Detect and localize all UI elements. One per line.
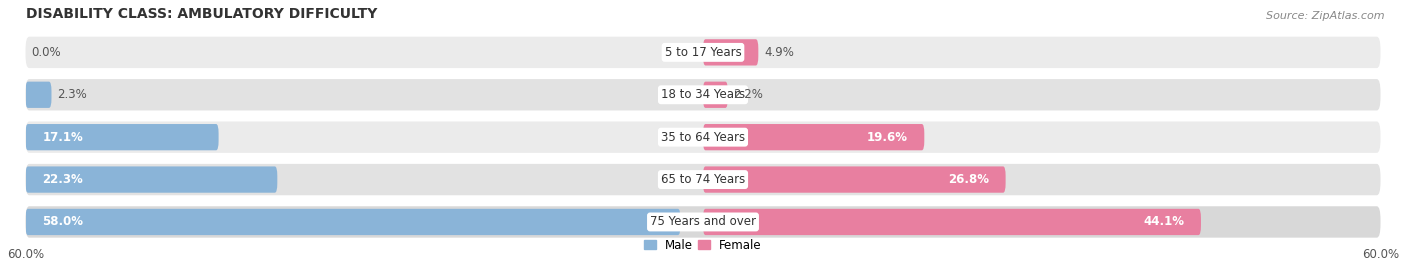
Text: 2.2%: 2.2%	[734, 88, 763, 101]
Text: 58.0%: 58.0%	[42, 215, 83, 228]
FancyBboxPatch shape	[25, 206, 1381, 238]
FancyBboxPatch shape	[25, 37, 1381, 68]
Text: Source: ZipAtlas.com: Source: ZipAtlas.com	[1267, 11, 1385, 21]
FancyBboxPatch shape	[703, 39, 758, 65]
FancyBboxPatch shape	[25, 124, 218, 150]
FancyBboxPatch shape	[25, 164, 1381, 195]
Text: 2.3%: 2.3%	[58, 88, 87, 101]
Text: 26.8%: 26.8%	[948, 173, 988, 186]
Text: 35 to 64 Years: 35 to 64 Years	[661, 131, 745, 144]
Text: 44.1%: 44.1%	[1143, 215, 1184, 228]
FancyBboxPatch shape	[703, 82, 728, 108]
Text: 22.3%: 22.3%	[42, 173, 83, 186]
Text: 17.1%: 17.1%	[42, 131, 83, 144]
Text: 75 Years and over: 75 Years and over	[650, 215, 756, 228]
FancyBboxPatch shape	[25, 79, 1381, 110]
Text: 65 to 74 Years: 65 to 74 Years	[661, 173, 745, 186]
FancyBboxPatch shape	[703, 124, 924, 150]
Text: 18 to 34 Years: 18 to 34 Years	[661, 88, 745, 101]
Legend: Male, Female: Male, Female	[640, 234, 766, 257]
Text: 0.0%: 0.0%	[31, 46, 60, 59]
FancyBboxPatch shape	[703, 209, 1201, 235]
Text: 19.6%: 19.6%	[866, 131, 907, 144]
FancyBboxPatch shape	[25, 209, 681, 235]
Text: 4.9%: 4.9%	[763, 46, 794, 59]
FancyBboxPatch shape	[703, 166, 1005, 193]
FancyBboxPatch shape	[25, 166, 277, 193]
FancyBboxPatch shape	[25, 82, 52, 108]
FancyBboxPatch shape	[25, 121, 1381, 153]
Text: DISABILITY CLASS: AMBULATORY DIFFICULTY: DISABILITY CLASS: AMBULATORY DIFFICULTY	[25, 7, 377, 21]
Text: 5 to 17 Years: 5 to 17 Years	[665, 46, 741, 59]
